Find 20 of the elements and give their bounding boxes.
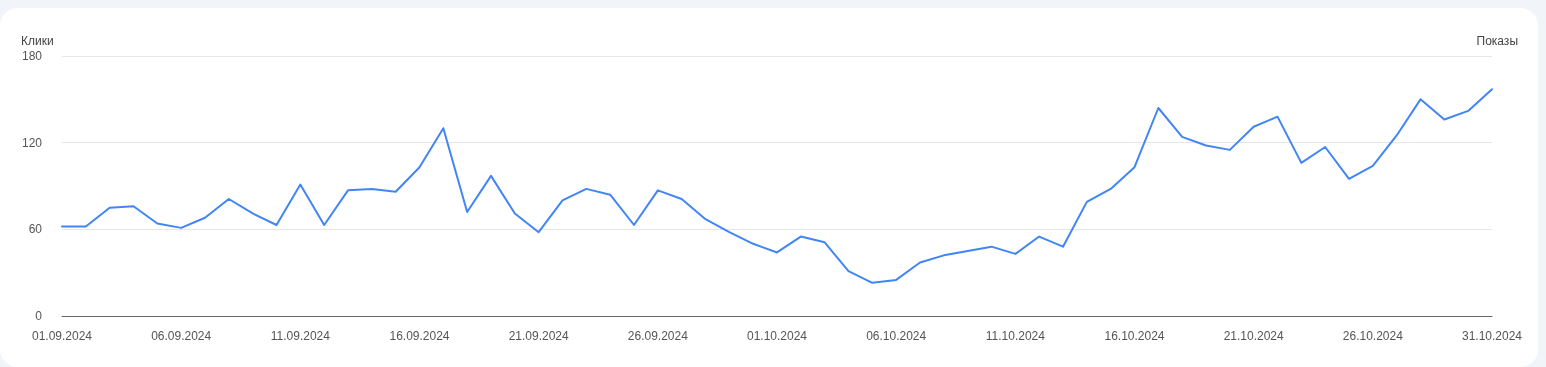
x-tick-label: 06.09.2024	[151, 329, 212, 343]
y-tick-label: 120	[21, 135, 43, 150]
y-axis-title: Клики	[21, 34, 54, 48]
x-tick-label: 16.10.2024	[1104, 329, 1165, 343]
y2-axis-title: Показы	[1476, 34, 1519, 48]
x-tick-label: 11.09.2024	[270, 329, 331, 343]
line-series	[61, 88, 1493, 284]
x-tick-label: 01.10.2024	[746, 329, 808, 343]
x-tick-label: 21.09.2024	[508, 329, 570, 343]
x-tick-label: 16.09.2024	[389, 329, 450, 343]
x-tick-label: 01.09.2024	[31, 329, 93, 343]
y-tick-label: 180	[21, 49, 43, 63]
x-tick-label: 21.10.2024	[1223, 329, 1285, 343]
x-tick-label: 11.10.2024	[985, 329, 1046, 343]
x-tick-label: 06.10.2024	[866, 329, 927, 343]
y-tick-label: 0	[35, 309, 43, 323]
x-tick-label: 31.10.2024	[1461, 329, 1523, 343]
y-tick-label: 60	[28, 222, 43, 237]
x-tick-label: 26.09.2024	[627, 329, 689, 343]
x-tick-label: 26.10.2024	[1342, 329, 1404, 343]
